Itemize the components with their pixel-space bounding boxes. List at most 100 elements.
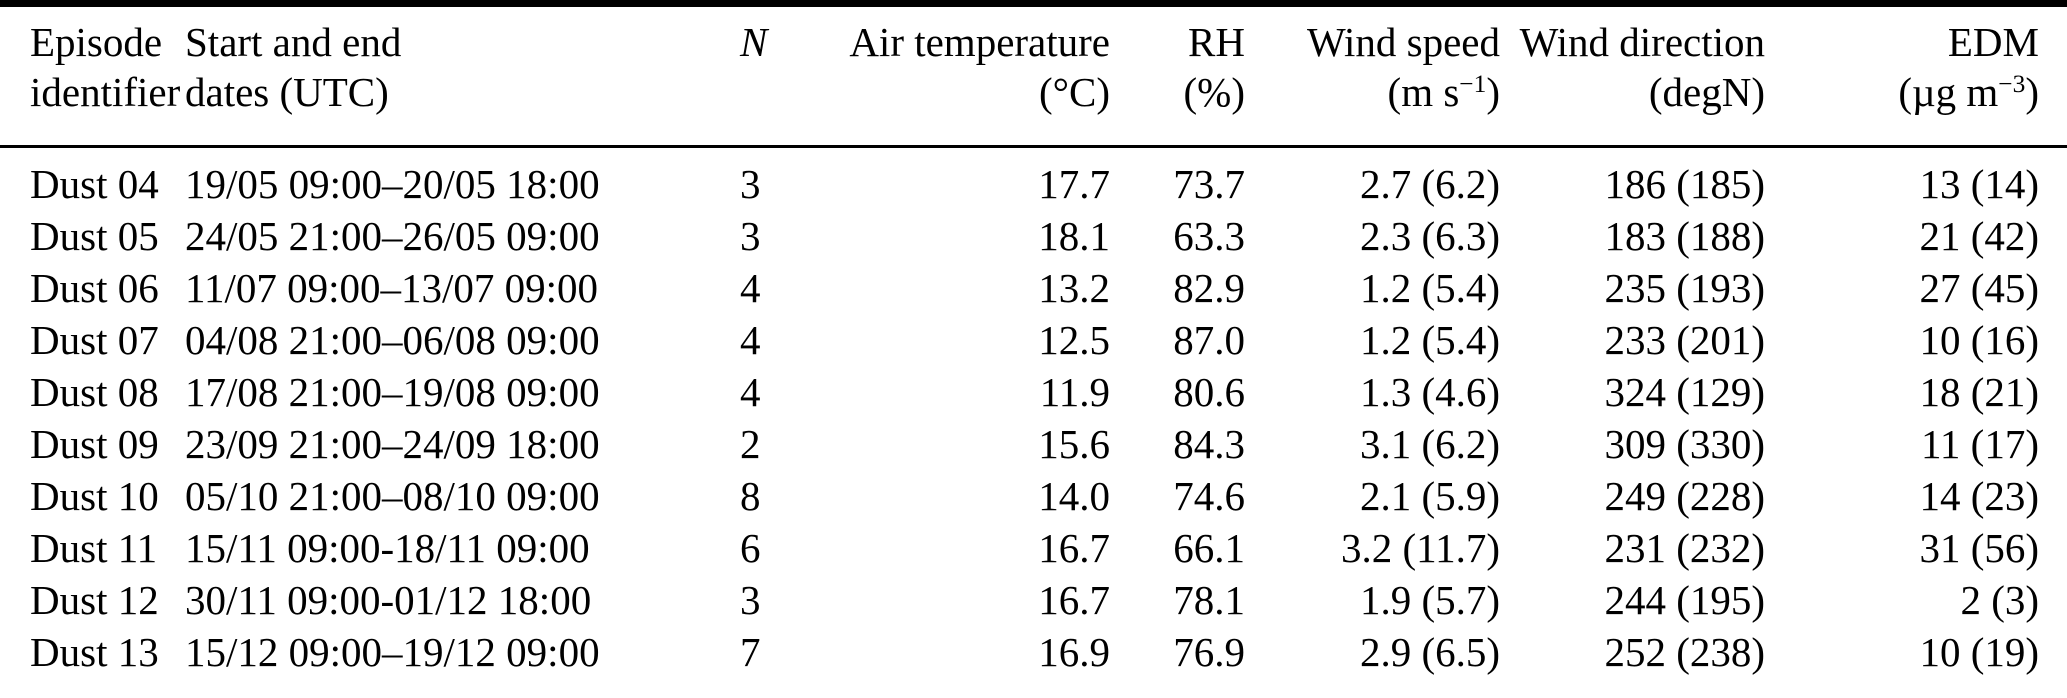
cell-air-temp: 15.6 xyxy=(1038,421,1110,467)
cell-wind-speed: 1.3 (4.6) xyxy=(1359,369,1500,415)
cell-wind-speed: 1.9 (5.7) xyxy=(1359,577,1500,623)
cell-n: 7 xyxy=(740,629,761,675)
cell-edm: 18 (21) xyxy=(1919,369,2039,415)
cell-dates: 23/09 21:00–24/09 18:00 xyxy=(185,421,600,467)
unit-superscript: −3 xyxy=(1998,70,2026,99)
header-text: Episode xyxy=(30,19,163,65)
cell-n: 3 xyxy=(740,577,761,623)
cell-wind-dir: 183 (188) xyxy=(1604,213,1765,259)
cell-rh: 84.3 xyxy=(1173,421,1245,467)
cell-wind-speed: 3.2 (11.7) xyxy=(1340,525,1500,571)
cell-wind-speed: 1.2 (5.4) xyxy=(1359,317,1500,363)
header-unit: (°C) xyxy=(1038,69,1110,115)
cell-episode-id: Dust 06 xyxy=(30,265,159,311)
header-text: N xyxy=(740,19,768,65)
cell-air-temp: 17.7 xyxy=(1038,161,1110,207)
cell-wind-dir: 244 (195) xyxy=(1604,577,1765,623)
cell-n: 4 xyxy=(740,317,761,363)
col-header-dates: Start and end dates (UTC) xyxy=(185,3,725,148)
table-row: Dust 08 17/08 21:00–19/08 09:00 4 11.9 8… xyxy=(0,366,2067,418)
cell-edm: 31 (56) xyxy=(1919,525,2039,571)
cell-episode-id: Dust 04 xyxy=(30,161,159,207)
cell-air-temp: 16.7 xyxy=(1038,577,1110,623)
cell-dates: 11/07 09:00–13/07 09:00 xyxy=(185,265,599,311)
table-row: Dust 10 05/10 21:00–08/10 09:00 8 14.0 7… xyxy=(0,470,2067,522)
cell-rh: 76.9 xyxy=(1173,629,1245,675)
unit-close: ) xyxy=(1486,69,1500,115)
cell-n: 4 xyxy=(740,369,761,415)
cell-dates: 05/10 21:00–08/10 09:00 xyxy=(185,473,600,519)
cell-edm: 13 (14) xyxy=(1919,161,2039,207)
cell-air-temp: 14.0 xyxy=(1038,473,1110,519)
header-unit: (degN) xyxy=(1648,69,1765,115)
header-unit: (µg m−3) xyxy=(1765,67,2039,123)
cell-air-temp: 18.1 xyxy=(1038,213,1110,259)
cell-rh: 87.0 xyxy=(1173,317,1245,363)
header-text: dates (UTC) xyxy=(185,69,389,115)
cell-wind-speed: 2.9 (6.5) xyxy=(1359,629,1500,675)
col-header-n: N xyxy=(725,3,795,148)
cell-air-temp: 12.5 xyxy=(1038,317,1110,363)
cell-episode-id: Dust 12 xyxy=(30,577,159,623)
cell-wind-speed: 2.7 (6.2) xyxy=(1359,161,1500,207)
table-row: Dust 05 24/05 21:00–26/05 09:00 3 18.1 6… xyxy=(0,210,2067,262)
table-row: Dust 07 04/08 21:00–06/08 09:00 4 12.5 8… xyxy=(0,314,2067,366)
cell-rh: 73.7 xyxy=(1173,161,1245,207)
table-row: Dust 11 15/11 09:00-18/11 09:00 6 16.7 6… xyxy=(0,522,2067,574)
col-header-episode-identifier: Episode identifier xyxy=(0,3,185,148)
cell-wind-dir: 233 (201) xyxy=(1604,317,1765,363)
cell-edm: 27 (45) xyxy=(1919,265,2039,311)
cell-wind-dir: 249 (228) xyxy=(1604,473,1765,519)
table-header: Episode identifier Start and end dates (… xyxy=(0,3,2067,148)
col-header-edm: EDM (µg m−3) xyxy=(1765,3,2067,148)
cell-n: 3 xyxy=(740,213,761,259)
table-row: Dust 09 23/09 21:00–24/09 18:00 2 15.6 8… xyxy=(0,418,2067,470)
col-header-wind-speed: Wind speed (m s−1) xyxy=(1245,3,1500,148)
cell-air-temp: 16.9 xyxy=(1038,629,1110,675)
cell-episode-id: Dust 05 xyxy=(30,213,159,259)
cell-edm: 21 (42) xyxy=(1919,213,2039,259)
cell-wind-speed: 3.1 (6.2) xyxy=(1359,421,1500,467)
cell-wind-speed: 1.2 (5.4) xyxy=(1359,265,1500,311)
cell-rh: 78.1 xyxy=(1173,577,1245,623)
cell-edm: 14 (23) xyxy=(1919,473,2039,519)
unit-close: ) xyxy=(2025,69,2039,115)
cell-episode-id: Dust 07 xyxy=(30,317,159,363)
header-text: RH xyxy=(1188,19,1245,65)
cell-rh: 82.9 xyxy=(1173,265,1245,311)
header-text: Air temperature xyxy=(849,19,1110,65)
cell-edm: 10 (19) xyxy=(1919,629,2039,675)
cell-air-temp: 16.7 xyxy=(1038,525,1110,571)
col-header-wind-direction: Wind direction (degN) xyxy=(1500,3,1765,148)
cell-wind-speed: 2.3 (6.3) xyxy=(1359,213,1500,259)
cell-wind-speed: 2.1 (5.9) xyxy=(1359,473,1500,519)
header-text: identifier xyxy=(30,69,181,115)
cell-n: 6 xyxy=(740,525,761,571)
unit-superscript: −1 xyxy=(1459,70,1487,99)
cell-dates: 15/11 09:00-18/11 09:00 xyxy=(185,525,590,571)
cell-wind-dir: 252 (238) xyxy=(1604,629,1765,675)
cell-n: 3 xyxy=(740,161,761,207)
header-text: Start and end xyxy=(185,19,402,65)
table-body: Dust 04 19/05 09:00–20/05 18:00 3 17.7 7… xyxy=(0,147,2067,698)
header-unit: (m s−1) xyxy=(1245,67,1500,123)
header-row: Episode identifier Start and end dates (… xyxy=(0,3,2067,148)
cell-wind-dir: 186 (185) xyxy=(1604,161,1765,207)
cell-rh: 63.3 xyxy=(1173,213,1245,259)
header-text: Wind direction xyxy=(1519,19,1765,65)
cell-episode-id: Dust 13 xyxy=(30,629,159,675)
cell-rh: 74.6 xyxy=(1173,473,1245,519)
cell-n: 4 xyxy=(740,265,761,311)
cell-dates: 15/12 09:00–19/12 09:00 xyxy=(185,629,600,675)
cell-edm: 10 (16) xyxy=(1919,317,2039,363)
header-text: Wind speed xyxy=(1306,19,1500,65)
cell-wind-dir: 231 (232) xyxy=(1604,525,1765,571)
cell-wind-dir: 235 (193) xyxy=(1604,265,1765,311)
cell-episode-id: Dust 09 xyxy=(30,421,159,467)
cell-air-temp: 11.9 xyxy=(1039,369,1110,415)
cell-n: 8 xyxy=(740,473,761,519)
cell-wind-dir: 324 (129) xyxy=(1604,369,1765,415)
cell-dates: 04/08 21:00–06/08 09:00 xyxy=(185,317,600,363)
cell-air-temp: 13.2 xyxy=(1038,265,1110,311)
